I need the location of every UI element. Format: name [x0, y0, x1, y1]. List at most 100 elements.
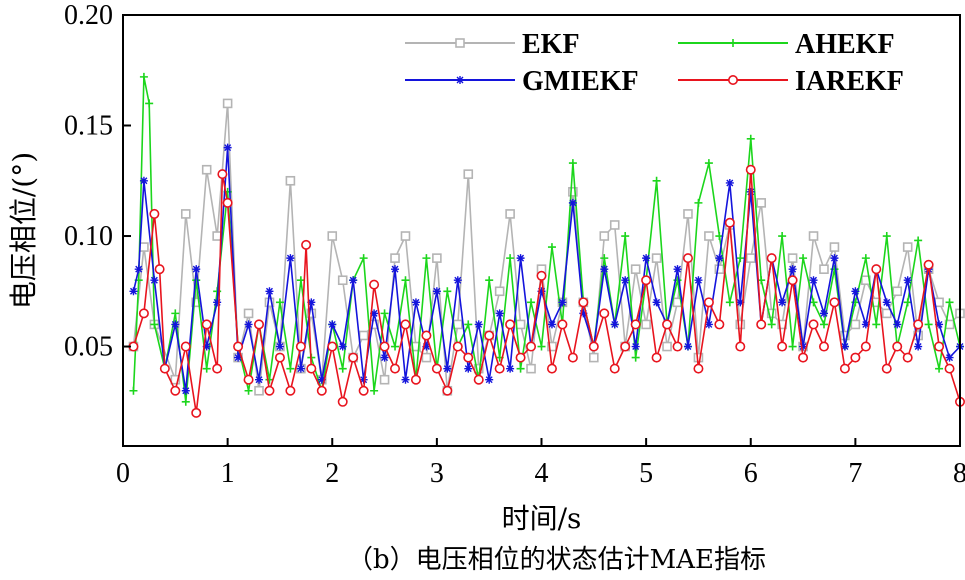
data-point	[944, 363, 955, 374]
data-point	[244, 386, 253, 395]
data-point	[547, 320, 556, 329]
data-point	[400, 319, 411, 330]
data-point	[369, 279, 380, 290]
data-point	[129, 386, 138, 395]
data-point	[286, 254, 295, 263]
data-point	[244, 320, 253, 329]
data-point	[881, 363, 892, 374]
data-point	[621, 232, 630, 241]
data-point	[432, 253, 442, 263]
data-point	[485, 375, 494, 384]
legend-entry: GMIEKF	[405, 66, 639, 97]
figure-caption: （b）电压相位的状态估计MAE指标	[347, 545, 766, 575]
data-point	[473, 374, 484, 385]
data-point	[463, 352, 474, 363]
data-point	[672, 341, 683, 352]
data-point	[254, 385, 264, 396]
data-point	[589, 352, 599, 363]
data-point	[275, 298, 284, 307]
data-point	[327, 231, 338, 241]
legend-entry: EKF	[405, 29, 580, 60]
data-point	[222, 98, 233, 109]
data-point	[422, 254, 431, 263]
data-point	[295, 341, 306, 352]
data-point	[134, 265, 143, 274]
data-point	[714, 319, 725, 330]
data-point	[704, 320, 713, 329]
data-point	[390, 363, 401, 374]
data-point	[683, 342, 692, 351]
data-point	[799, 254, 808, 263]
data-point	[693, 363, 704, 374]
data-point	[567, 352, 578, 363]
data-point	[725, 178, 734, 187]
data-point	[568, 159, 577, 168]
data-point	[201, 164, 212, 175]
x-axis-label: 时间/s	[502, 502, 582, 535]
data-point	[150, 276, 159, 285]
data-point	[892, 286, 903, 297]
data-point	[599, 231, 610, 241]
data-point	[453, 276, 462, 285]
data-point	[778, 232, 787, 241]
data-point	[871, 264, 882, 275]
data-point	[223, 143, 232, 152]
data-point	[860, 341, 871, 352]
data-point	[338, 364, 347, 373]
data-point	[850, 352, 861, 363]
data-point	[735, 319, 746, 330]
data-point	[505, 319, 516, 330]
data-point	[170, 385, 181, 396]
data-point	[455, 38, 465, 48]
data-point	[359, 375, 368, 384]
data-point	[892, 341, 903, 352]
data-point	[150, 320, 159, 329]
legend: EKF AHEKF GMIEKF IAREKF	[405, 29, 904, 97]
legend-entry: IAREKF	[678, 66, 904, 97]
data-point	[788, 342, 797, 351]
data-point	[945, 353, 954, 362]
data-point	[736, 298, 745, 307]
data-point	[778, 298, 787, 307]
data-point	[180, 209, 191, 219]
data-point	[171, 309, 180, 318]
data-point	[787, 253, 798, 263]
data-point	[652, 176, 661, 185]
data-point	[902, 242, 913, 252]
data-point	[840, 330, 850, 341]
data-point	[349, 276, 358, 285]
data-point	[401, 375, 410, 384]
data-point	[557, 319, 568, 330]
data-point	[370, 386, 379, 395]
data-point	[202, 342, 211, 351]
data-point	[609, 363, 620, 374]
data-point	[159, 363, 170, 374]
series-iarekf	[128, 164, 965, 418]
data-point	[600, 265, 609, 274]
data-point	[380, 353, 389, 362]
data-point	[746, 187, 755, 196]
data-point	[715, 254, 724, 263]
data-point	[840, 342, 849, 351]
y-tick-label: 0.15	[64, 111, 113, 142]
data-point	[714, 264, 725, 274]
data-point	[893, 320, 902, 329]
data-point	[729, 39, 737, 47]
data-point	[181, 397, 190, 406]
data-point	[348, 352, 359, 363]
data-point	[390, 253, 400, 263]
data-point	[213, 298, 222, 307]
data-point	[380, 309, 389, 318]
data-point	[641, 275, 652, 286]
data-point	[736, 254, 745, 263]
data-point	[274, 352, 285, 363]
data-point	[787, 275, 798, 286]
data-point	[568, 187, 578, 197]
data-point	[819, 264, 829, 274]
data-point	[745, 253, 756, 263]
data-point	[202, 364, 211, 373]
data-point	[704, 159, 713, 168]
x-tick-label: 4	[535, 458, 549, 489]
data-point	[515, 319, 526, 330]
data-point	[432, 287, 441, 296]
